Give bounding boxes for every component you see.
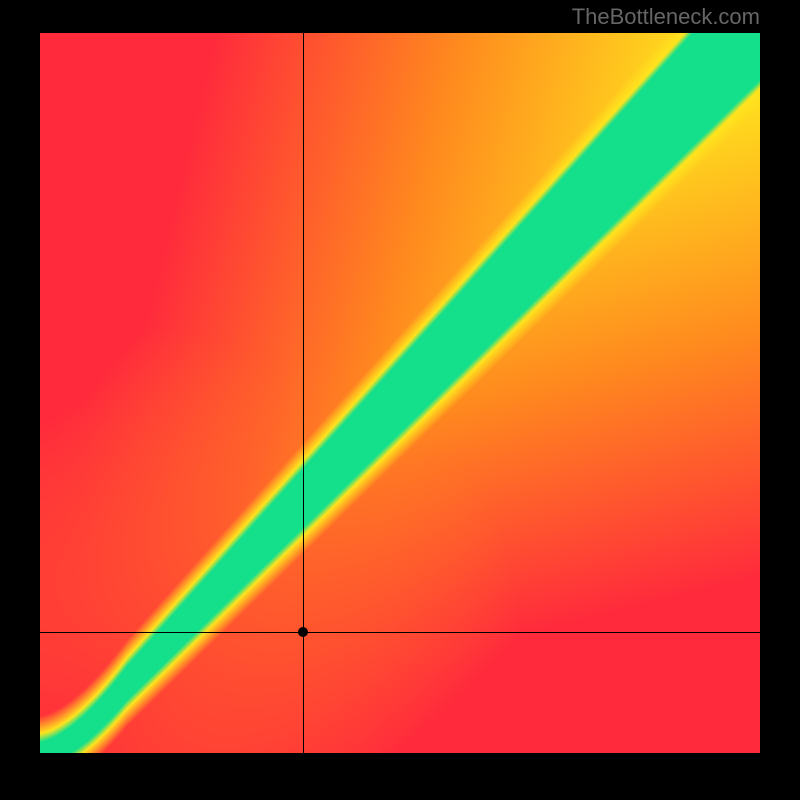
crosshair-vertical xyxy=(303,33,304,753)
plot-area xyxy=(40,33,760,753)
watermark-text: TheBottleneck.com xyxy=(572,4,760,30)
crosshair-horizontal xyxy=(40,632,760,633)
crosshair-marker xyxy=(298,627,308,637)
chart-container: TheBottleneck.com xyxy=(0,0,800,800)
heatmap-canvas xyxy=(40,33,760,753)
